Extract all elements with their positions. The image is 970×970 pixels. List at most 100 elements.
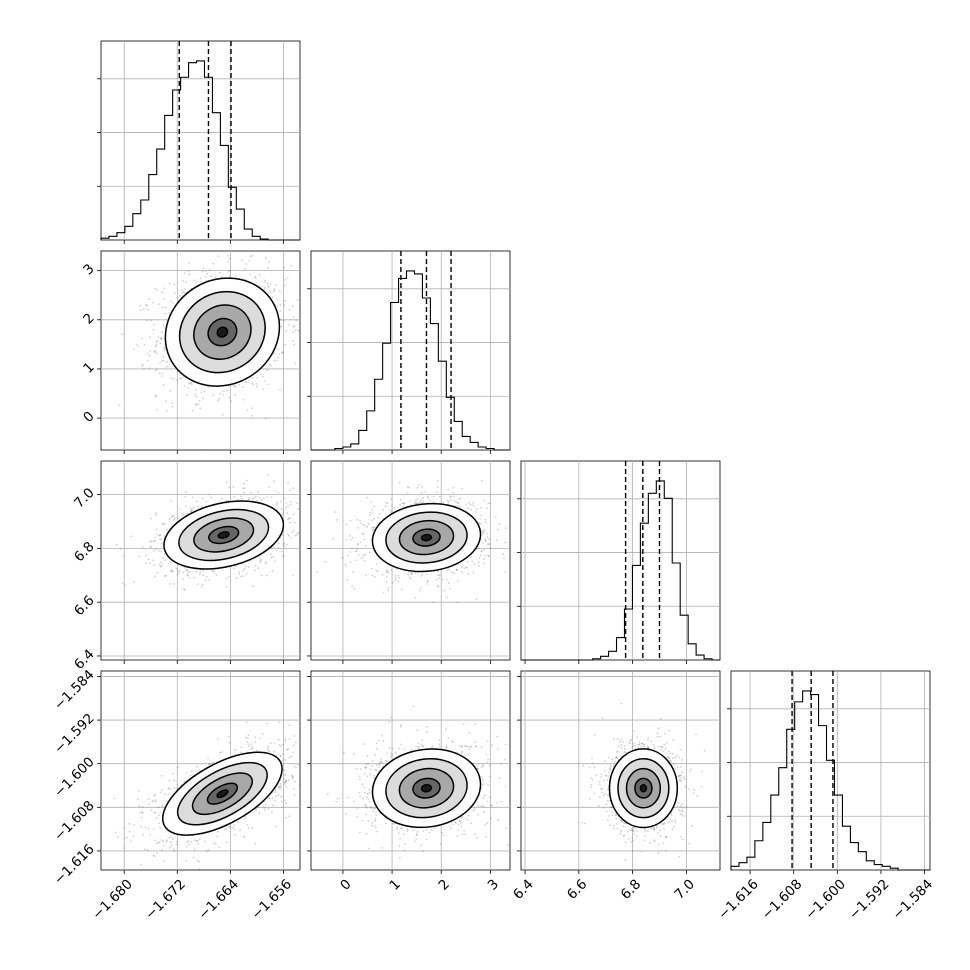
- sample-point: [449, 496, 451, 498]
- density-body: [115, 473, 300, 591]
- sample-point: [281, 806, 284, 808]
- sample-point: [123, 847, 125, 850]
- sample-point: [299, 523, 300, 525]
- sample-point: [416, 487, 419, 489]
- sample-point: [487, 555, 490, 558]
- sample-point: [471, 560, 473, 563]
- sample-point: [142, 833, 145, 836]
- sample-point: [132, 835, 135, 838]
- sample-point: [282, 319, 285, 322]
- sample-point: [165, 306, 167, 309]
- sample-point: [160, 564, 163, 567]
- sample-point: [196, 583, 199, 585]
- sample-point: [244, 736, 247, 739]
- sample-point: [293, 735, 296, 737]
- sample-point: [299, 321, 300, 323]
- sample-point: [428, 499, 431, 502]
- sample-point: [413, 501, 416, 504]
- sample-point: [144, 304, 147, 307]
- sample-point: [279, 755, 282, 757]
- sample-point: [148, 562, 151, 565]
- sample-point: [254, 495, 257, 498]
- sample-point: [162, 355, 165, 358]
- sample-point: [233, 385, 236, 387]
- sample-point: [121, 333, 124, 336]
- sample-point: [435, 491, 438, 494]
- sample-point: [379, 512, 381, 515]
- sample-point: [212, 570, 214, 572]
- sample-point: [480, 507, 483, 509]
- sample-point: [176, 296, 178, 299]
- sample-point: [155, 548, 157, 550]
- sample-point: [409, 500, 411, 502]
- sample-point: [163, 860, 165, 863]
- sample-point: [324, 560, 327, 563]
- sample-point: [242, 569, 245, 572]
- sample-point: [419, 575, 422, 577]
- sample-point: [470, 508, 473, 510]
- sample-point: [289, 503, 292, 506]
- sample-point: [402, 505, 404, 508]
- sample-point: [373, 526, 376, 529]
- sample-point: [176, 840, 179, 843]
- sample-point: [123, 837, 126, 840]
- sample-point: [190, 509, 193, 511]
- sample-point: [355, 559, 358, 562]
- sample-point: [483, 528, 486, 531]
- axes-frame: [730, 670, 931, 871]
- sample-point: [190, 510, 192, 513]
- sample-point: [141, 337, 143, 340]
- sample-point: [241, 259, 243, 262]
- sample-point: [246, 381, 248, 383]
- sample-point: [477, 547, 480, 550]
- sample-point: [243, 815, 246, 818]
- sample-point: [154, 351, 156, 354]
- sample-point: [179, 508, 182, 510]
- sample-point: [494, 516, 497, 518]
- sample-point: [394, 577, 397, 579]
- sample-point: [477, 561, 480, 564]
- sample-point: [285, 502, 288, 505]
- sample-point: [176, 843, 179, 846]
- sample-point: [185, 845, 188, 848]
- sample-point: [386, 502, 389, 505]
- sample-point: [335, 518, 338, 521]
- sample-point: [163, 287, 166, 290]
- sample-point: [182, 571, 185, 574]
- sample-point: [376, 563, 378, 566]
- sample-point: [170, 300, 172, 302]
- sample-point: [186, 574, 189, 576]
- density-contour: [420, 533, 433, 542]
- sample-point: [399, 499, 402, 501]
- sample-point: [316, 571, 319, 574]
- sample-point: [161, 805, 164, 808]
- sample-point: [273, 359, 276, 362]
- sample-point: [485, 521, 487, 523]
- sample-point: [251, 382, 254, 384]
- sample-point: [288, 815, 290, 818]
- sample-point: [227, 575, 230, 578]
- sample-point: [281, 514, 284, 516]
- sample-point: [278, 785, 281, 788]
- sample-point: [201, 505, 204, 508]
- sample-point: [170, 570, 172, 572]
- sample-point: [194, 393, 197, 396]
- sample-point: [349, 534, 351, 537]
- sample-point: [150, 546, 152, 548]
- sample-point: [190, 508, 193, 511]
- sample-point: [149, 336, 151, 338]
- sample-point: [362, 533, 365, 535]
- sample-point: [273, 288, 276, 290]
- sample-point: [480, 550, 483, 552]
- sample-point: [193, 848, 196, 851]
- sample-point: [115, 543, 118, 546]
- sample-point: [448, 568, 451, 571]
- sample-point: [446, 569, 449, 572]
- sample-point: [373, 575, 376, 578]
- sample-point: [382, 509, 385, 512]
- sample-point: [479, 517, 481, 520]
- sample-point: [122, 555, 125, 558]
- sample-point: [187, 574, 189, 577]
- sample-point: [158, 841, 161, 844]
- sample-point: [180, 377, 183, 379]
